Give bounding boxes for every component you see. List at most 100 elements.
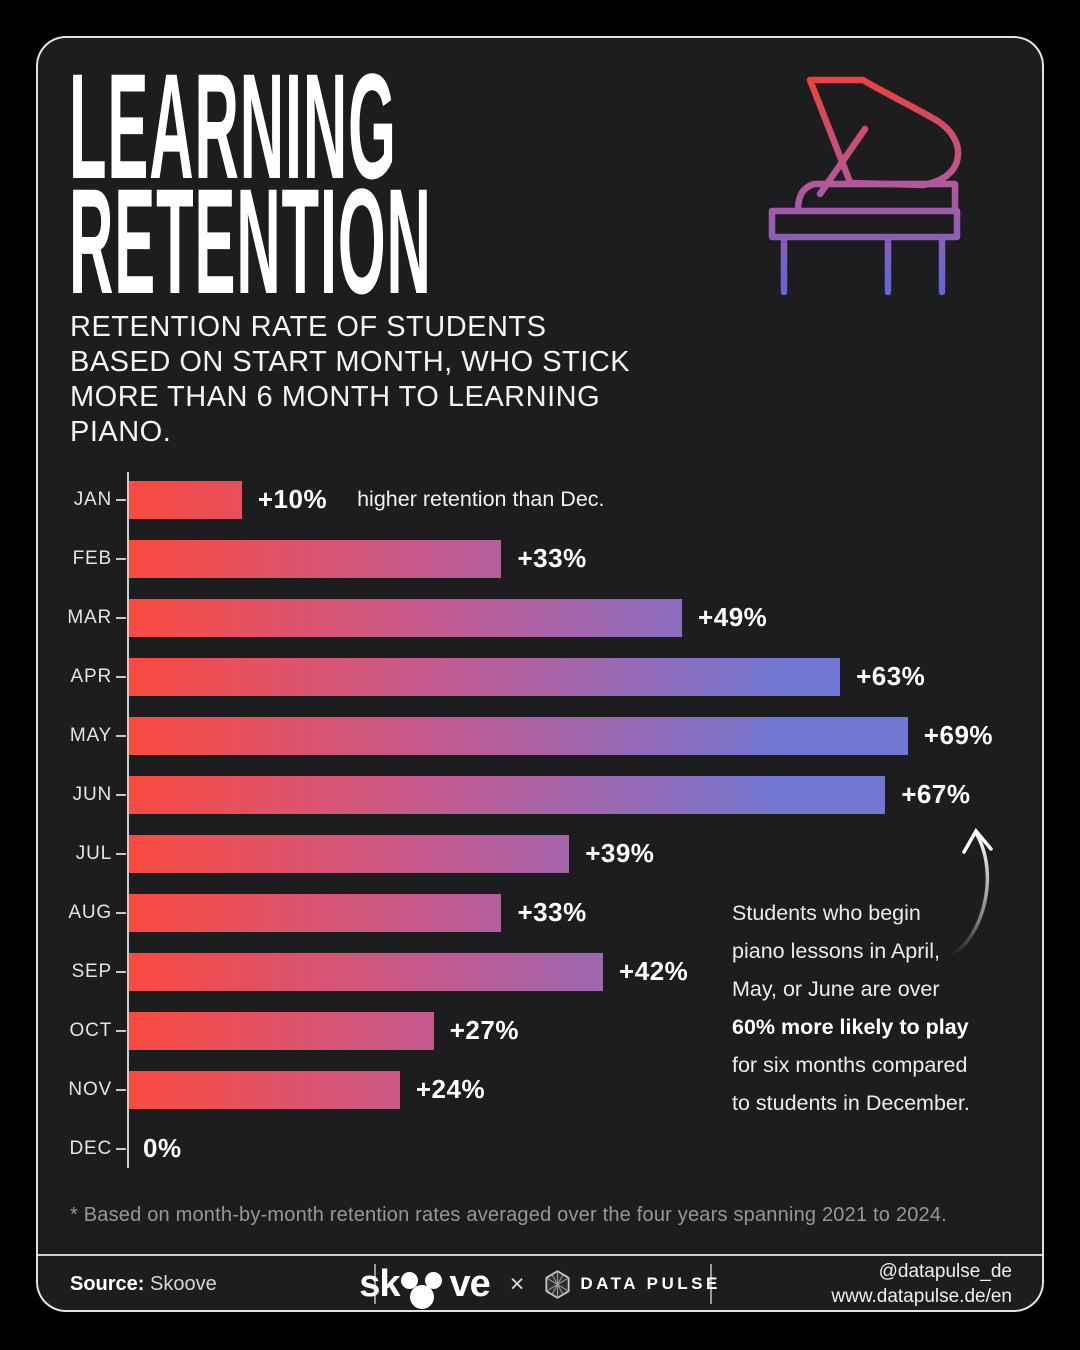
website-url: www.datapulse.de/en [831, 1286, 1012, 1307]
bar-value-label: +33% [517, 543, 587, 573]
annotation-line: for six months compared [732, 1053, 968, 1077]
axis-tick-mark [116, 1088, 126, 1091]
insight-annotation: Students who begin piano lessons in April… [732, 894, 1032, 1122]
datapulse-logo-text: DATA PULSE [580, 1274, 721, 1293]
page-subtitle: RETENTION RATE OF STUDENTS BASED ON STAR… [70, 311, 631, 448]
footer-divider [38, 1254, 1042, 1256]
chart-row: DEC 0% [38, 1119, 1014, 1178]
collab-x-separator: × [509, 1269, 525, 1298]
plot-area: +49% [129, 598, 1014, 637]
month-label: APR [70, 665, 112, 687]
axis-tick-mark [116, 852, 126, 855]
footer-vertical-divider [374, 1264, 376, 1304]
annotation-line: to students in December. [732, 1091, 970, 1115]
month-label: JUL [75, 842, 112, 864]
retention-bar [129, 539, 502, 578]
retention-bar [129, 775, 886, 814]
axis-tick-mark [116, 498, 126, 501]
month-label: SEP [71, 960, 112, 982]
chart-row: FEB +33% [38, 529, 1014, 588]
retention-bar [129, 1011, 434, 1050]
month-label: DEC [69, 1137, 112, 1159]
retention-bar [129, 657, 841, 696]
bar-value-label: +10% [257, 484, 328, 514]
brand-logos: sk ve × DATA PULSE [359, 1263, 717, 1309]
annotation-line: 60% more likely to play [732, 1015, 969, 1039]
skoove-logo: sk ve [359, 1262, 491, 1309]
month-label: FEB [72, 547, 112, 569]
annotation-line: piano lessons in April, [732, 939, 940, 963]
source-credit: Source: Skoove [38, 1273, 372, 1296]
month-label: OCT [69, 1019, 112, 1041]
month-label: MAY [69, 724, 112, 746]
retention-bar [129, 1070, 400, 1109]
social-links: @datapulse_de www.datapulse.de/en [708, 1259, 1042, 1309]
plot-area: +24% [129, 1070, 1014, 1109]
retention-bar [129, 952, 604, 991]
axis-tick-mark [116, 970, 126, 973]
retention-bar [129, 598, 683, 637]
axis-tick-mark [116, 675, 126, 678]
retention-bar [129, 893, 502, 932]
social-handle: @datapulse_de [878, 1261, 1012, 1282]
month-label: JUN [72, 783, 112, 805]
plot-area: +27% [129, 1011, 1014, 1050]
page-title-line2: RETENTION [69, 157, 432, 325]
month-label: JAN [73, 488, 112, 510]
retention-bar [129, 716, 908, 755]
axis-tick-mark [116, 911, 126, 914]
chart-row: JUL +39% [38, 824, 1014, 883]
axis-tick-mark [116, 1029, 126, 1032]
month-label: AUG [68, 901, 112, 923]
axis-tick-mark [116, 557, 126, 560]
bar-value-label: +63% [856, 661, 926, 691]
chart-row: NOV +24% [38, 1060, 1014, 1119]
piano-icon [768, 76, 962, 296]
plot-area: +39% [129, 834, 1014, 873]
axis-tick-mark [116, 793, 126, 796]
chart-row: MAY +69% [38, 706, 1014, 765]
month-label: NOV [68, 1078, 112, 1100]
plot-area: 0% [129, 1133, 1014, 1164]
chart-row: APR +63% [38, 647, 1014, 706]
chart-row: AUG +33% [38, 883, 1014, 942]
plot-area: +63% [129, 657, 1014, 696]
skoove-logo-text-sk: sk [359, 1262, 400, 1305]
retention-bar [129, 834, 570, 873]
bar-value-label: +42% [619, 956, 689, 986]
first-bar-note: higher retention than Dec. [357, 487, 605, 511]
footer: Source: Skoove sk ve × DATA PULSE @datap… [38, 1256, 1042, 1310]
bar-value-label: +39% [585, 838, 655, 868]
annotation-line: May, or June are over [732, 977, 940, 1001]
datapulse-logo: DATA PULSE [544, 1269, 721, 1299]
chart-row: JAN +10% higher retention than Dec. [38, 470, 1014, 529]
infographic-card: LEARNING RETENTION RETENTION RATE OF STU… [36, 36, 1044, 1312]
bar-value-label: +24% [415, 1074, 486, 1104]
bar-value-label: +67% [901, 779, 971, 809]
plot-area: +33% [129, 539, 1014, 578]
chart-row: OCT +27% [38, 1001, 1014, 1060]
bar-value-label: 0% [143, 1133, 182, 1163]
plot-area: +10% higher retention than Dec. [129, 480, 1014, 519]
footnote: * Based on month-by-month retention rate… [70, 1204, 947, 1226]
footer-vertical-divider [710, 1264, 712, 1304]
month-label: MAR [67, 606, 112, 628]
y-axis-line [127, 472, 129, 1168]
plot-area: +33% [129, 893, 1014, 932]
curved-arrow-up-icon [951, 827, 993, 956]
annotation-line: Students who begin [732, 901, 921, 925]
bar-value-label: +69% [923, 720, 994, 750]
skoove-logo-text-ve: ve [449, 1262, 490, 1305]
source-value: Skoove [144, 1272, 217, 1295]
bar-value-label: +49% [698, 602, 768, 632]
plot-area: +69% [129, 716, 1014, 755]
axis-tick-mark [116, 616, 126, 619]
chart-row: SEP +42% [38, 942, 1014, 1001]
hexagon-gem-icon [545, 1269, 570, 1299]
chart-row: JUN +67% [38, 765, 1014, 824]
axis-tick-mark [116, 1147, 126, 1150]
axis-tick-mark [116, 734, 126, 737]
retention-bar-chart: JAN +10% higher retention than Dec. FEB +33%… [38, 470, 1014, 1178]
chart-row: MAR +49% [38, 588, 1014, 647]
plot-area: +67% [129, 775, 1014, 814]
